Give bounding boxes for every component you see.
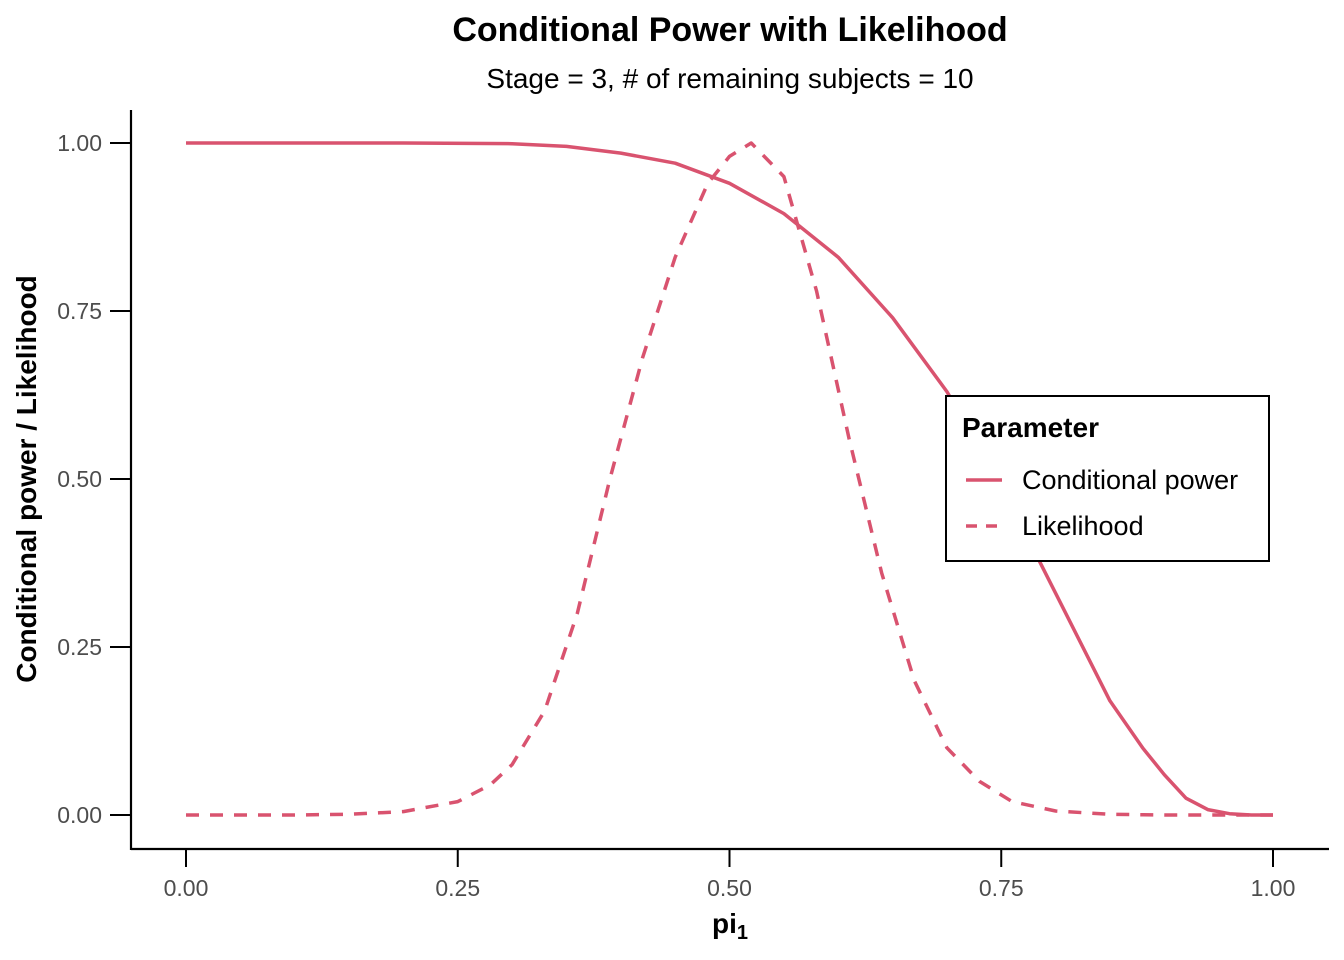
y-tick-label: 0.75 xyxy=(57,298,102,324)
series-line-likelihood xyxy=(186,141,1273,817)
x-tick-label: 1.00 xyxy=(1251,875,1296,901)
chart-subtitle: Stage = 3, # of remaining subjects = 10 xyxy=(486,63,973,94)
y-tick-label: 0.50 xyxy=(57,466,102,492)
legend-label-likelihood: Likelihood xyxy=(1022,511,1144,541)
y-tick-label: 0.00 xyxy=(57,802,102,828)
series-line-conditional-power xyxy=(186,141,1273,817)
x-tick-label: 0.50 xyxy=(707,875,752,901)
x-axis-title-main: pi xyxy=(712,908,737,939)
legend: Parameter Conditional power Likelihood xyxy=(945,395,1270,562)
x-tick-label: 0.25 xyxy=(435,875,480,901)
legend-title: Parameter xyxy=(962,412,1099,443)
y-ticks: 0.00 0.25 0.50 0.75 1.00 xyxy=(57,130,131,828)
y-tick-label: 0.25 xyxy=(57,634,102,660)
x-tick-label: 0.75 xyxy=(979,875,1024,901)
plot-lines xyxy=(186,141,1273,817)
x-axis-title-subscript: 1 xyxy=(737,922,748,944)
chart-title: Conditional Power with Likelihood xyxy=(452,11,1007,49)
x-tick-label: 0.00 xyxy=(164,875,209,901)
y-axis-title: Conditional power / Likelihood xyxy=(11,275,42,683)
legend-box xyxy=(945,395,1270,562)
x-axis-title: pi1 xyxy=(712,908,748,944)
legend-label-conditional-power: Conditional power xyxy=(1022,465,1238,495)
y-tick-label: 1.00 xyxy=(57,130,102,156)
x-ticks: 0.00 0.25 0.50 0.75 1.00 xyxy=(164,849,1296,901)
